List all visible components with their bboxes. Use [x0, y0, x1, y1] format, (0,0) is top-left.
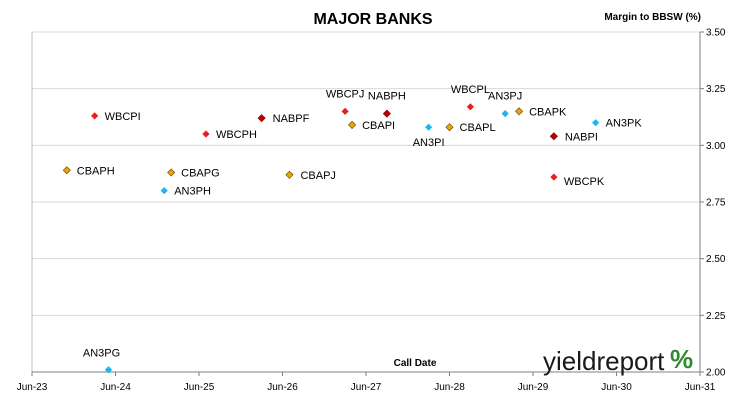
point-cbaph	[62, 166, 71, 175]
point-an3pj	[501, 110, 509, 118]
point-an3pk	[592, 119, 600, 127]
x-tick-label: Jun-27	[351, 382, 382, 393]
point-label-wbcpk: WBCPK	[564, 176, 605, 188]
y-tick-label: 3.00	[706, 141, 726, 152]
axes	[31, 31, 704, 376]
point-nabpf	[257, 114, 266, 123]
point-label-cbapl: CBAPL	[460, 122, 496, 134]
point-label-an3pi: AN3PI	[413, 137, 445, 149]
point-wbcpi	[91, 112, 99, 120]
y-axis-label: Margin to BBSW (%)	[604, 12, 701, 23]
gridlines	[32, 31, 700, 373]
y-tick-label: 3.50	[706, 28, 726, 39]
y-tick-label: 2.00	[706, 368, 726, 379]
point-label-an3pj: AN3PJ	[488, 91, 522, 103]
point-an3pi	[425, 123, 433, 131]
point-cbapl	[445, 123, 454, 132]
logo-percent-symbol: %	[670, 344, 693, 374]
y-tick-label: 2.75	[706, 198, 726, 209]
y-tick-label: 2.25	[706, 311, 726, 322]
point-wbcph	[202, 130, 210, 138]
logo-text: yieldreport	[543, 346, 665, 376]
point-label-cbapg: CBAPG	[181, 168, 220, 180]
point-label-an3pk: AN3PK	[606, 118, 643, 130]
point-label-nabpf: NABPF	[273, 113, 310, 125]
point-an3pg	[104, 366, 113, 374]
point-nabpi	[549, 132, 558, 141]
point-wbcpk	[550, 173, 558, 181]
x-tick-label: Jun-25	[184, 382, 215, 393]
point-label-cbapi: CBAPI	[362, 120, 395, 132]
x-tick-label: Jun-23	[17, 382, 48, 393]
point-label-nabpi: NABPI	[565, 131, 598, 143]
point-an3ph	[160, 187, 168, 195]
point-label-wbcpl: WBCPL	[451, 84, 490, 96]
chart-title: MAJOR BANKS	[313, 11, 432, 28]
x-tick-label: Jun-26	[267, 382, 298, 393]
y-tick-label: 2.50	[706, 254, 726, 265]
x-tick-label: Jun-24	[100, 382, 131, 393]
x-tick-label: Jun-28	[434, 382, 465, 393]
point-label-cbapj: CBAPJ	[300, 170, 335, 182]
point-wbcpj	[341, 107, 349, 115]
point-cbapk	[515, 107, 524, 116]
point-label-an3ph: AN3PH	[174, 186, 211, 198]
point-label-wbcph: WBCPH	[216, 129, 257, 141]
x-tick-label: Jun-30	[601, 382, 632, 393]
point-label-wbcpi: WBCPI	[105, 111, 141, 123]
point-label-cbapk: CBAPK	[529, 106, 567, 118]
point-label-wbcpj: WBCPJ	[326, 88, 365, 100]
data-points: WBCPI WBCPH NABPF WBCPJ CBAPI NABPH AN3PI CBAPL…	[62, 84, 643, 374]
x-tick-label: Jun-29	[518, 382, 549, 393]
point-nabph	[382, 109, 391, 118]
point-label-cbaph: CBAPH	[77, 165, 115, 177]
point-wbcpl	[466, 103, 474, 111]
point-cbapg	[167, 168, 176, 177]
point-cbapj	[285, 170, 294, 179]
tick-labels: 2.00 2.25 2.50 2.75 3.00 3.25 3.50 Jun-23 Jun-24…	[17, 28, 726, 394]
point-label-an3pg: AN3PG	[83, 348, 120, 360]
point-label-nabph: NABPH	[368, 91, 406, 103]
x-tick-label: Jun-31	[685, 382, 716, 393]
y-tick-label: 3.25	[706, 84, 726, 95]
yieldreport-logo: yieldreport %	[543, 344, 693, 376]
x-axis-label: Call Date	[394, 358, 437, 369]
point-cbapi	[348, 120, 357, 129]
